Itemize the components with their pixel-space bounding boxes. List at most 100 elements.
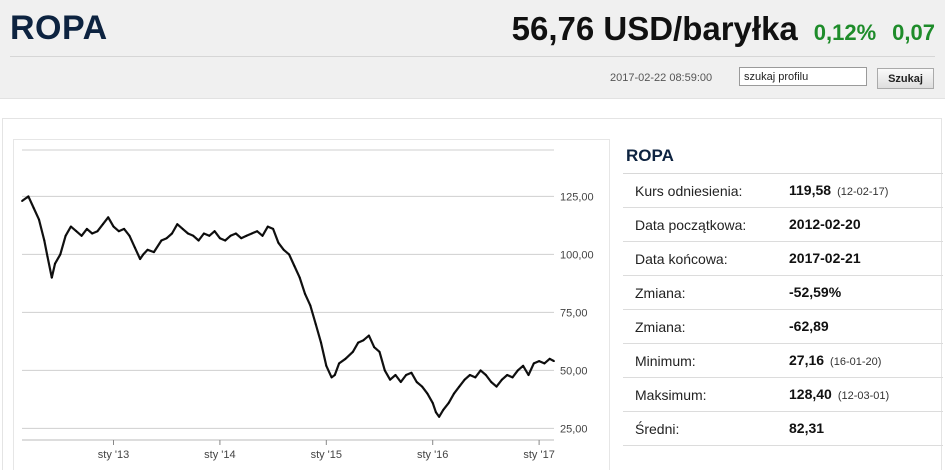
x-tick-label: sty '13: [98, 449, 129, 461]
info-value-main: 119,58: [789, 182, 832, 198]
y-tick-label: 25,00: [560, 423, 588, 435]
price-point: [153, 251, 155, 253]
info-value-date: (16-01-20): [830, 356, 882, 368]
info-row: Zmiana: -52,59%: [623, 276, 943, 310]
price-point: [187, 232, 189, 235]
info-row: Minimum: 27,16 (16-01-20): [623, 344, 943, 378]
info-value: 2017-02-21: [789, 250, 861, 266]
price-point: [309, 304, 312, 307]
info-value-main: -52,59%: [789, 284, 842, 300]
info-value: 128,40 (12-03-01): [789, 386, 889, 402]
content-panel: [2, 118, 942, 470]
price-point: [50, 276, 53, 279]
price-point: [54, 262, 56, 265]
price-point: [500, 378, 503, 381]
price-point: [511, 376, 514, 379]
price-point: [344, 357, 347, 360]
price-point: [426, 392, 429, 395]
change-absolute: 0,07: [892, 20, 935, 45]
price-point: [378, 350, 381, 353]
price-point: [415, 381, 418, 383]
price-point: [133, 246, 136, 249]
chart-svg: 25,00 50,00 75,00 100,00 125,00 sty '13 sty '1…: [21, 149, 594, 461]
price-point: [234, 232, 237, 235]
price-point: [208, 234, 211, 237]
price-point: [367, 334, 370, 337]
price-point: [70, 225, 72, 228]
search-input[interactable]: [739, 67, 867, 86]
price-point: [538, 360, 541, 363]
price-point: [362, 339, 365, 342]
price-point: [490, 381, 493, 383]
info-label: Średni:: [635, 421, 680, 437]
price-point: [298, 276, 301, 279]
price-point: [250, 232, 253, 235]
search-button[interactable]: Szukaj: [877, 68, 934, 89]
price-point: [399, 381, 402, 383]
price-point: [405, 374, 408, 376]
price-point: [438, 415, 440, 418]
x-tick-label: sty '17: [523, 449, 554, 461]
price-point: [532, 362, 535, 365]
info-value: 27,16 (16-01-20): [789, 352, 881, 368]
price-point: [38, 218, 40, 221]
price-point: [213, 230, 216, 233]
price-point: [389, 378, 392, 381]
timestamp: 2017-02-22 08:59:00: [610, 72, 713, 84]
price-point: [181, 227, 184, 230]
price-point: [314, 323, 317, 325]
price-point: [330, 376, 333, 379]
price-point: [383, 369, 386, 372]
info-value-date: (12-03-01): [837, 390, 890, 402]
price-point: [431, 401, 434, 404]
y-tick-label: 100,00: [560, 249, 594, 261]
info-label: Zmiana:: [635, 285, 686, 301]
info-label: Data końcowa:: [635, 251, 728, 267]
price-point: [325, 364, 328, 367]
price-point: [282, 248, 285, 251]
price-point: [288, 253, 290, 256]
price-block: 56,76 USD/baryłka 0,12% 0,07: [512, 10, 945, 50]
price-point: [543, 362, 546, 365]
price-chart: 25,00 50,00 75,00 100,00 125,00 sty '13 sty '1…: [13, 139, 610, 470]
price-point: [485, 374, 487, 376]
price-point: [165, 237, 168, 240]
price-point: [146, 248, 149, 251]
info-row: Maksimum: 128,40 (12-03-01): [623, 378, 943, 412]
price-point: [43, 239, 46, 242]
header-bar: ROPA 56,76 USD/baryłka 0,12% 0,07 2017-0…: [0, 0, 945, 99]
info-row: Zmiana: -62,89: [623, 310, 943, 344]
price-point: [410, 371, 413, 374]
info-value: 119,58 (12-02-17): [789, 182, 888, 198]
price-point: [27, 195, 30, 198]
x-tick-label: sty '14: [204, 449, 235, 461]
info-label: Data początkowa:: [635, 217, 747, 233]
price-point: [91, 232, 94, 235]
info-label: Maksimum:: [635, 387, 707, 403]
price-point: [176, 223, 179, 226]
x-tick-label: sty '15: [311, 449, 342, 461]
x-tick-label: sty '16: [417, 449, 448, 461]
price-point: [219, 237, 221, 240]
info-row: Data początkowa: 2012-02-20: [623, 208, 943, 242]
info-row: Średni: 82,31: [623, 412, 943, 446]
info-value-main: 128,40: [789, 386, 832, 402]
price-point: [261, 234, 264, 237]
price-point: [474, 376, 477, 379]
price-point: [203, 232, 205, 235]
info-value-main: 82,31: [789, 420, 825, 436]
price-point: [32, 207, 35, 209]
info-label: Kurs odniesienia:: [635, 183, 743, 199]
price-point: [373, 346, 376, 349]
price-point: [522, 364, 525, 367]
y-tick-label: 125,00: [560, 191, 594, 203]
price-point: [229, 234, 232, 237]
page-title: ROPA: [10, 9, 108, 47]
info-value-main: -62,89: [789, 318, 829, 334]
info-value: -62,89: [789, 318, 829, 334]
price-point: [527, 374, 530, 376]
price-point: [394, 374, 397, 376]
price-point: [447, 401, 450, 404]
price-point: [333, 374, 336, 376]
price-point: [142, 253, 145, 256]
